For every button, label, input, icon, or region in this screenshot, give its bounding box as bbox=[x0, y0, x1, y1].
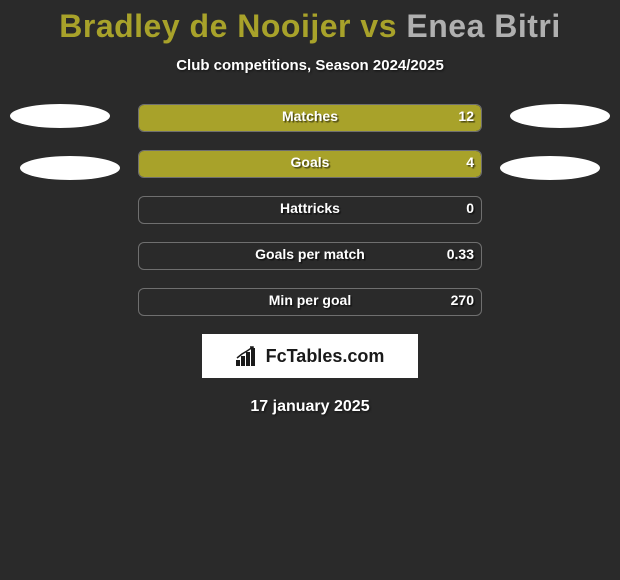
bar-track bbox=[138, 196, 482, 224]
side-ellipse bbox=[20, 156, 120, 180]
bar-track bbox=[138, 288, 482, 316]
bar-track bbox=[138, 242, 482, 270]
logo-box: FcTables.com bbox=[202, 334, 418, 378]
root: Bradley de Nooijer vs Enea Bitri Club co… bbox=[0, 0, 620, 416]
subtitle: Club competitions, Season 2024/2025 bbox=[0, 57, 620, 74]
logo-text: FcTables.com bbox=[266, 346, 385, 367]
bar-fill-player-b bbox=[139, 151, 481, 177]
stat-value-b: 270 bbox=[451, 292, 474, 308]
page-title: Bradley de Nooijer vs Enea Bitri bbox=[0, 0, 620, 45]
bar-track bbox=[138, 150, 482, 178]
stat-row: Min per goal270 bbox=[138, 288, 482, 316]
stat-row: Matches12 bbox=[138, 104, 482, 132]
stat-row: Hattricks0 bbox=[138, 196, 482, 224]
bar-chart-icon bbox=[236, 346, 260, 366]
stat-value-b: 0.33 bbox=[447, 246, 474, 262]
stat-value-b: 12 bbox=[458, 108, 474, 124]
side-ellipse bbox=[510, 104, 610, 128]
stat-value-b: 4 bbox=[466, 154, 474, 170]
player-b-name: Enea Bitri bbox=[406, 8, 560, 44]
bar-fill-player-b bbox=[139, 105, 481, 131]
stat-value-b: 0 bbox=[466, 200, 474, 216]
side-ellipse bbox=[500, 156, 600, 180]
bar-track bbox=[138, 104, 482, 132]
vs-text: vs bbox=[351, 8, 406, 44]
stats-area: Matches12 Goals4 Hattricks0 Goals per match… bbox=[0, 104, 620, 316]
stat-row: Goals per match0.33 bbox=[138, 242, 482, 270]
stat-row: Goals4 bbox=[138, 150, 482, 178]
date-text: 17 january 2025 bbox=[0, 398, 620, 416]
player-a-name: Bradley de Nooijer bbox=[59, 8, 351, 44]
side-ellipse bbox=[10, 104, 110, 128]
